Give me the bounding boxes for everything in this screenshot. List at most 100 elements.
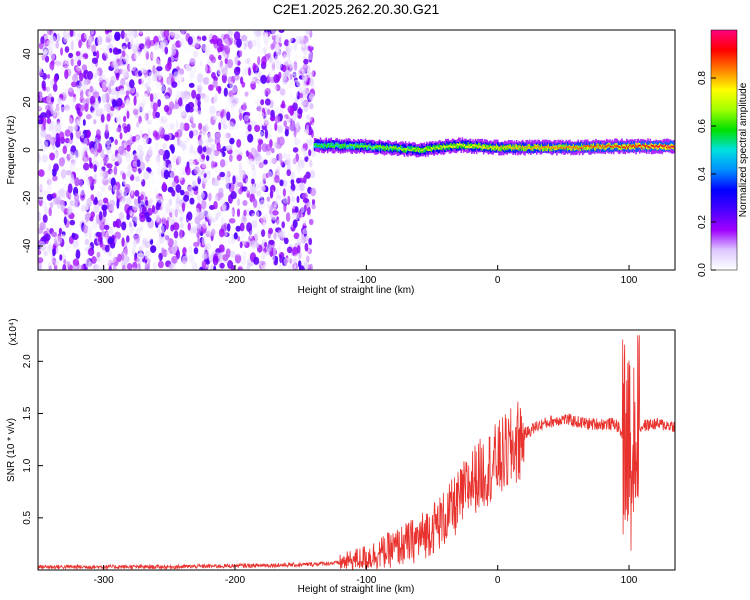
heatmap-cell — [256, 230, 261, 239]
heatmap-cell — [133, 155, 138, 164]
heatmap-band-cell — [627, 146, 629, 149]
heatmap-cell — [311, 199, 316, 205]
heatmap-cell — [100, 114, 105, 123]
heatmap-band-cell — [383, 145, 386, 148]
heatmap-cell — [167, 238, 174, 247]
heatmap-cell — [97, 35, 103, 46]
heatmap-cell — [201, 253, 208, 260]
heatmap-band-cell — [331, 142, 334, 148]
heatmap-cell — [42, 46, 48, 56]
heatmap-cell — [91, 256, 97, 264]
heatmap-cell — [171, 255, 178, 264]
heatmap-cell — [96, 251, 101, 258]
heatmap-cell — [48, 163, 52, 172]
heatmap-cell — [104, 230, 109, 240]
heatmap-cell — [266, 75, 270, 83]
heatmap-cell — [296, 245, 301, 254]
heatmap-cell — [104, 129, 110, 140]
heatmap-cell — [39, 71, 44, 77]
heatmap-cell — [294, 206, 299, 214]
heatmap-cell — [38, 227, 43, 234]
heatmap-cell — [257, 143, 262, 153]
heatmap-cell — [86, 70, 94, 80]
heatmap-band-cell — [382, 147, 384, 149]
heatmap-cell — [75, 129, 82, 139]
heatmap-cell — [246, 170, 252, 177]
heatmap-cell — [171, 181, 177, 188]
heatmap-cell — [247, 133, 254, 143]
heatmap-cell — [232, 98, 237, 107]
heatmap-cell — [43, 42, 47, 48]
heatmap-band-cell — [419, 148, 421, 150]
heatmap-cell — [235, 247, 242, 256]
heatmap-cell — [254, 124, 261, 133]
heatmap-band-cell — [511, 147, 513, 150]
heatmap-cell — [273, 200, 279, 208]
heatmap-cell — [73, 57, 77, 66]
heatmap-band-cell — [611, 145, 614, 148]
heatmap-cell — [146, 119, 152, 125]
heatmap-cell — [107, 84, 112, 93]
heatmap-cell — [70, 40, 74, 51]
heatmap-cell — [111, 153, 116, 162]
heatmap-cell — [38, 66, 42, 73]
heatmap-cell — [223, 112, 227, 119]
heatmap-cell — [275, 60, 283, 70]
heatmap-band-cell — [591, 146, 594, 149]
heatmap-cell — [227, 58, 234, 69]
heatmap-cell — [302, 45, 309, 55]
heatmap-cell — [168, 198, 173, 207]
heatmap-cell — [297, 57, 301, 67]
heatmap-cell — [149, 93, 154, 103]
heatmap-band-cell — [469, 146, 472, 149]
spectrogram-x-ticks: -300 -200 -100 0 100 — [94, 265, 638, 286]
heatmap-band-cell — [565, 143, 568, 149]
heatmap-band-cell — [336, 143, 338, 146]
heatmap-cell — [201, 154, 206, 160]
heatmap-cell — [135, 136, 140, 144]
heatmap-cell — [49, 201, 54, 209]
heatmap-cell — [104, 244, 110, 253]
heatmap-cell — [222, 124, 228, 130]
x-tick-label: 100 — [621, 275, 638, 286]
heatmap-cell — [125, 131, 132, 139]
heatmap-band-cell — [406, 148, 408, 151]
heatmap-cell — [273, 74, 280, 84]
heatmap-cell — [290, 179, 295, 185]
heatmap-cell — [308, 92, 315, 100]
heatmap-band-cell — [544, 146, 546, 148]
heatmap-cell — [258, 111, 265, 120]
heatmap-cell — [133, 42, 136, 52]
heatmap-cell — [304, 128, 309, 136]
heatmap-cell — [87, 90, 95, 98]
heatmap-cell — [234, 56, 239, 65]
heatmap-cell — [63, 259, 67, 265]
heatmap-cell — [91, 57, 98, 64]
heatmap-cell — [293, 130, 297, 138]
heatmap-band-cell — [500, 145, 503, 148]
heatmap-cell — [188, 69, 195, 77]
heatmap-cell — [278, 187, 282, 198]
heatmap-cell — [179, 216, 184, 223]
heatmap-cell — [72, 124, 76, 133]
heatmap-cell — [240, 34, 248, 42]
heatmap-band-cell — [352, 144, 355, 150]
heatmap-cell — [106, 258, 111, 268]
heatmap-cell — [258, 161, 264, 169]
heatmap-band-cell — [592, 143, 595, 148]
heatmap-cell — [278, 30, 285, 33]
heatmap-band-cell — [439, 143, 441, 149]
heatmap-cell — [72, 165, 79, 173]
heatmap-cell — [275, 187, 280, 197]
heatmap-cell — [310, 187, 317, 197]
heatmap-cell — [202, 146, 207, 153]
heatmap-cell — [84, 212, 91, 222]
heatmap-cell — [131, 63, 136, 72]
heatmap-cell — [108, 225, 114, 235]
heatmap-cell — [272, 210, 279, 216]
heatmap-cell — [221, 73, 227, 84]
heatmap-cell — [170, 34, 174, 40]
heatmap-cell — [231, 238, 236, 244]
colorbar-tick-label: 0.8 — [697, 71, 708, 85]
heatmap-band-cell — [487, 147, 490, 150]
